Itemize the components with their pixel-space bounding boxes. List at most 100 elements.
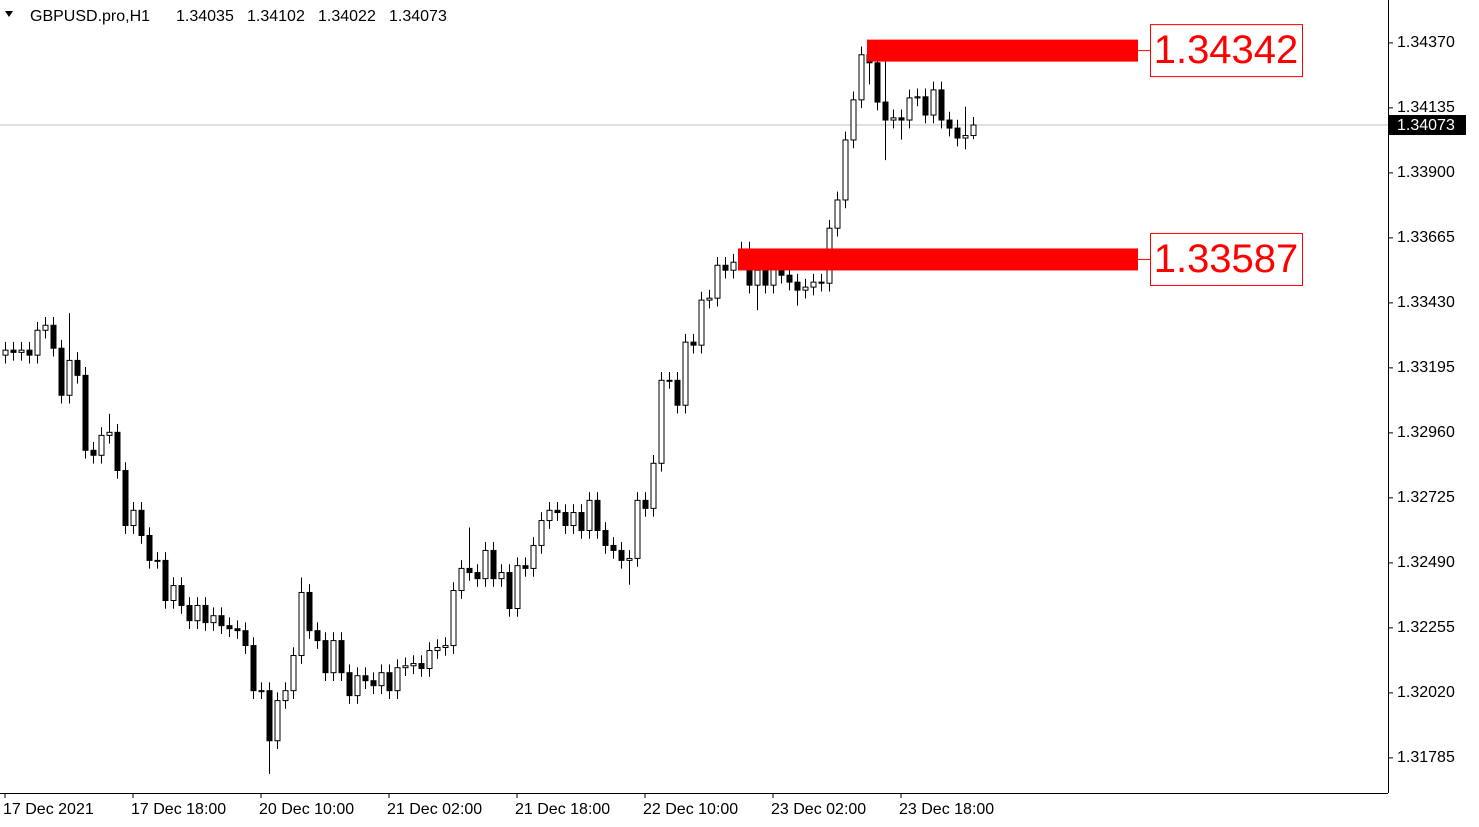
candle-body [282, 690, 289, 702]
candle-body [330, 640, 337, 674]
candle-body [250, 645, 257, 692]
candle-body [242, 630, 249, 647]
level-label: 1.33587 [1154, 237, 1299, 281]
candle-body [362, 675, 369, 682]
candle-body [922, 96, 929, 116]
candle-body [306, 591, 313, 632]
candle-body [650, 462, 657, 509]
x-tick-label: 21 Dec 18:00 [515, 801, 610, 818]
candle-body [138, 509, 145, 536]
candle-body [906, 97, 913, 121]
candle-body [386, 672, 393, 692]
candle-body [202, 604, 209, 624]
candle-body [186, 604, 193, 622]
candle-body [58, 347, 65, 396]
current-price-label: 1.34073 [1397, 117, 1455, 134]
candle-body [458, 567, 465, 592]
candle-body [34, 329, 41, 356]
candle-body [314, 630, 321, 642]
candle-body [802, 286, 809, 291]
candle-body [154, 559, 161, 562]
candle-body [10, 349, 17, 353]
candle-body [226, 625, 233, 630]
candle-body [770, 267, 777, 286]
y-tick-label: 1.34135 [1397, 99, 1455, 116]
menu-triangle[interactable] [5, 11, 13, 17]
candle-body [666, 379, 673, 382]
candle-body [762, 269, 769, 286]
candle-body [538, 520, 545, 546]
candle-body [194, 604, 201, 622]
candle-body [722, 264, 729, 271]
candle-body [114, 431, 121, 471]
candle-body [42, 324, 49, 331]
x-tick-label: 17 Dec 2021 [3, 801, 94, 818]
candle-body [546, 509, 553, 522]
y-tick-label: 1.32960 [1397, 424, 1455, 441]
candle-body [834, 199, 841, 229]
x-tick-label: 23 Dec 18:00 [899, 801, 994, 818]
candle-body [570, 512, 577, 527]
candle-body [90, 449, 97, 456]
candle-body [50, 324, 57, 349]
candle-body [602, 530, 609, 546]
candle-body [298, 591, 305, 657]
candle-body [394, 667, 401, 692]
candle-body [642, 499, 649, 509]
candle-body [82, 374, 89, 451]
candle-body [586, 499, 593, 532]
x-tick-label: 21 Dec 02:00 [387, 801, 482, 818]
candle-body [418, 663, 425, 670]
candle-body [698, 299, 705, 346]
candle-body [482, 549, 489, 580]
candle-body [578, 512, 585, 532]
candle-body [970, 124, 977, 137]
header-value: 1.34022 [318, 8, 376, 25]
candle-body [610, 544, 617, 551]
candle-body [426, 650, 433, 670]
candle-body [346, 672, 353, 697]
y-tick-label: 1.33665 [1397, 229, 1455, 246]
candle-body [842, 139, 849, 201]
y-tick-label: 1.32020 [1397, 684, 1455, 701]
candle-body [370, 680, 377, 687]
candle-body [130, 509, 137, 527]
candle-body [162, 559, 169, 601]
candle-body [506, 572, 513, 610]
candle-body [474, 572, 481, 580]
level-label-box [1150, 24, 1303, 78]
candle-body [234, 628, 241, 632]
y-tick-label: 1.33430 [1397, 294, 1455, 311]
candle-body [730, 261, 737, 271]
header-value: 1.34035 [176, 8, 234, 25]
candle-body [554, 509, 561, 514]
candle-body [810, 281, 817, 288]
header-value: 1.34102 [247, 8, 305, 25]
candle-body [618, 549, 625, 561]
candle-body [490, 549, 497, 580]
candle-body [706, 297, 713, 301]
candle-body [98, 434, 105, 456]
candle-body [930, 89, 937, 116]
candle-body [354, 675, 361, 697]
candle-body [338, 640, 345, 674]
candle-body [818, 281, 825, 284]
candle-body [658, 379, 665, 464]
y-tick-label: 1.34370 [1397, 34, 1455, 51]
candle-body [874, 62, 881, 103]
candle-body [690, 341, 697, 346]
candle-body [2, 349, 9, 356]
candle-body [714, 264, 721, 299]
candle-body [434, 647, 441, 652]
candle-body [634, 499, 641, 559]
candle-body [410, 663, 417, 667]
candle-body [946, 119, 953, 129]
header-value: 1.34073 [389, 8, 447, 25]
candle-body [514, 565, 521, 610]
candle-body [674, 379, 681, 406]
candle-body [914, 96, 921, 99]
y-tick-label: 1.32490 [1397, 554, 1455, 571]
candle-body [450, 590, 457, 647]
